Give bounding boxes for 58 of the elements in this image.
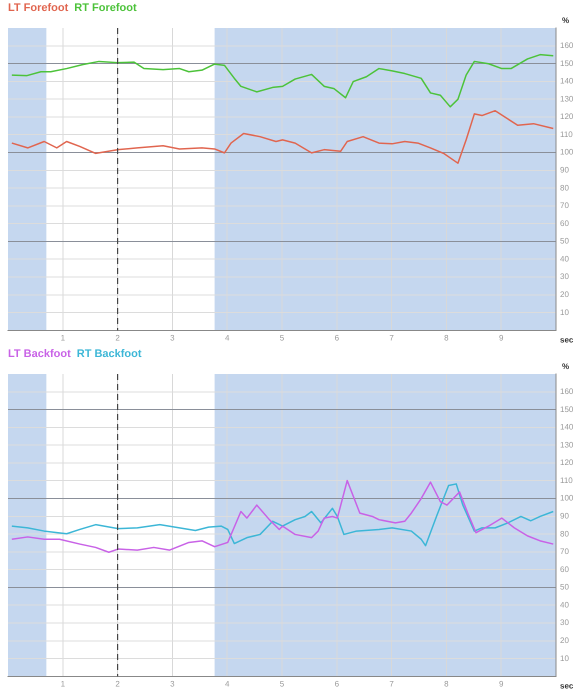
y-axis-title: % [562, 16, 570, 26]
y-tick-label: 10 [560, 308, 570, 317]
y-tick-label: 70 [560, 201, 570, 210]
y-tick-label: 30 [560, 272, 570, 282]
text: LT Forefoot [8, 2, 68, 14]
y-tick-label: 10 [560, 654, 570, 663]
y-tick-label: 150 [560, 58, 574, 68]
x-tick-label: 5 [280, 679, 285, 688]
x-tick-label: 2 [115, 333, 120, 342]
y-tick-label: 60 [560, 218, 570, 228]
y-tick-label: 50 [560, 236, 570, 246]
y-tick-label: 140 [560, 76, 574, 86]
x-tick-label: 6 [334, 333, 340, 342]
y-tick-label: 160 [560, 386, 574, 396]
x-tick-label: 8 [444, 679, 450, 688]
y-tick-label: 80 [560, 183, 570, 192]
x-tick-label: 6 [334, 679, 340, 688]
y-tick-label: 120 [560, 112, 574, 122]
y-tick-label: 110 [560, 130, 574, 139]
x-tick-label: 7 [389, 333, 394, 342]
text: LT Backfoot [8, 348, 71, 360]
y-tick-label: 20 [560, 290, 570, 300]
x-tick-label: 1 [60, 679, 66, 688]
y-tick-label: 130 [560, 440, 574, 450]
y-tick-label: 20 [560, 636, 570, 646]
y-tick-label: 160 [560, 40, 574, 50]
x-axis-title: sec [560, 336, 574, 345]
y-tick-label: 70 [560, 547, 570, 556]
y-tick-label: 50 [560, 582, 570, 592]
y-tick-label: 100 [560, 148, 574, 157]
text: RT Backfoot [76, 348, 142, 360]
y-tick-label: 40 [560, 254, 570, 264]
x-tick-label: 7 [389, 679, 394, 688]
y-axis-title: % [562, 362, 570, 372]
y-tick-label: 60 [560, 564, 570, 574]
x-tick-label: 4 [224, 333, 230, 342]
y-tick-label: 40 [560, 600, 570, 610]
x-tick-label: 3 [170, 679, 176, 688]
y-tick-label: 90 [560, 166, 570, 175]
y-tick-label: 130 [560, 94, 574, 104]
x-tick-label: 9 [498, 679, 504, 688]
x-tick-label: 3 [170, 333, 176, 342]
y-tick-label: 100 [560, 494, 574, 503]
y-tick-label: 140 [560, 422, 574, 432]
y-tick-label: 30 [560, 618, 570, 628]
y-tick-label: 110 [560, 476, 574, 485]
x-axis-title: sec [560, 682, 574, 691]
x-tick-label: 8 [444, 333, 450, 342]
y-tick-label: 150 [560, 404, 574, 414]
x-tick-label: 2 [115, 679, 120, 688]
y-tick-label: 120 [560, 458, 574, 468]
x-tick-label: 5 [280, 333, 285, 342]
y-tick-label: 90 [560, 512, 570, 521]
x-tick-label: 9 [498, 333, 504, 342]
text: RT Forefoot [74, 2, 137, 14]
x-tick-label: 1 [60, 333, 66, 342]
y-tick-label: 80 [560, 529, 570, 538]
x-tick-label: 4 [224, 679, 230, 688]
